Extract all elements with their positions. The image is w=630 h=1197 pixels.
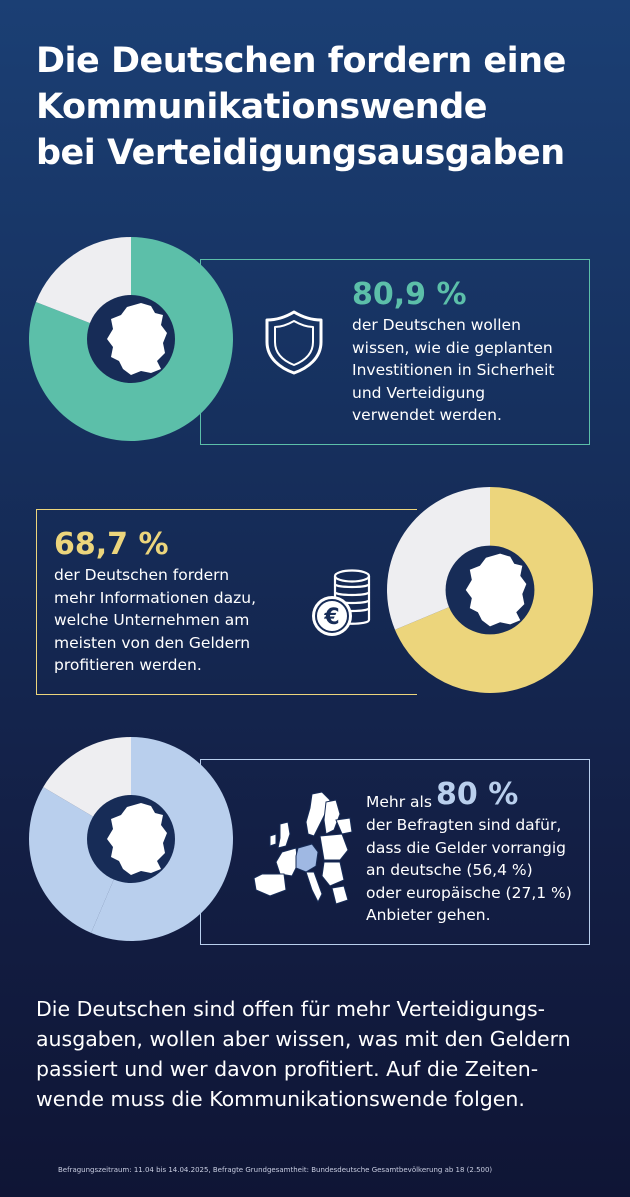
stat-value-3: 80 % [436, 777, 519, 812]
footnote: Befragungszeitraum: 11.04 bis 14.04.2025… [58, 1166, 493, 1174]
conclusion-line-4: wende muss die Kommunikationswende folge… [36, 1087, 525, 1111]
desc-1-line-2: wissen, wie die geplanten [352, 338, 553, 357]
stat-description-1: der Deutschen wollen wissen, wie die gep… [352, 314, 554, 427]
donut-chart-2 [387, 487, 593, 693]
stat-prefix-3: Mehr als [366, 793, 432, 811]
desc-2-line-5: profitieren werden. [54, 656, 202, 674]
stat-value-2: 68,7 % [54, 527, 169, 562]
stat-description-3: der Befragten sind dafür, dass die Gelde… [366, 814, 572, 927]
desc-3-line-5: Anbieter gehen. [366, 906, 491, 924]
title-line-1: Die Deutschen fordern eine [36, 41, 566, 81]
desc-3-line-2: dass die Gelder vorrangig [366, 838, 566, 857]
conclusion-line-3: passiert und wer davon profitiert. Auf d… [36, 1057, 539, 1081]
desc-2-line-2: mehr Informationen dazu, [54, 588, 256, 607]
desc-2-line-3: welche Unternehmen am [54, 611, 250, 629]
desc-1-line-3: Investitionen in Sicherheit [352, 361, 555, 379]
germany-map-icon [107, 803, 167, 875]
donut-chart-1 [29, 237, 233, 441]
desc-3-line-4: oder europäische (27,1 %) [366, 883, 572, 902]
stat-description-2: der Deutschen fordern mehr Informationen… [54, 564, 256, 677]
euro-coins-icon: € [312, 569, 371, 636]
stat-box-2 [36, 509, 417, 695]
shield-icon [265, 310, 323, 375]
germany-map-icon [107, 303, 167, 375]
desc-3-line-1: der Befragten sind dafür, [366, 816, 562, 834]
svg-text:€: € [323, 605, 339, 630]
donut-3-slice-2 [28, 787, 131, 933]
desc-1-line-4: und Verteidigung [352, 383, 486, 402]
desc-3-line-3: an deutsche (56,4 %) [366, 861, 533, 879]
conclusion-line-1: Die Deutschen sind offen für mehr Vertei… [36, 997, 546, 1021]
desc-2-line-4: meisten von den Geldern [54, 633, 251, 652]
europe-map-icon [253, 791, 353, 905]
conclusion-line-2: ausgaben, wollen aber wissen, was mit de… [36, 1027, 571, 1051]
conclusion-text: Die Deutschen sind offen für mehr Vertei… [36, 994, 616, 1114]
title-line-2: Kommunikationswende [36, 87, 488, 127]
desc-2-line-1: der Deutschen fordern [54, 566, 230, 584]
desc-1-line-5: verwendet werden. [352, 406, 502, 424]
germany-map-icon [465, 553, 527, 627]
desc-1-line-1: der Deutschen wollen [352, 316, 521, 334]
page-title: Die Deutschen fordern eine Kommunikation… [36, 38, 616, 176]
donut-1-slice-1 [29, 237, 233, 441]
stat-value-1: 80,9 % [352, 277, 467, 312]
donut-chart-3 [28, 737, 233, 941]
title-line-3: bei Verteidigungsausgaben [36, 133, 565, 173]
